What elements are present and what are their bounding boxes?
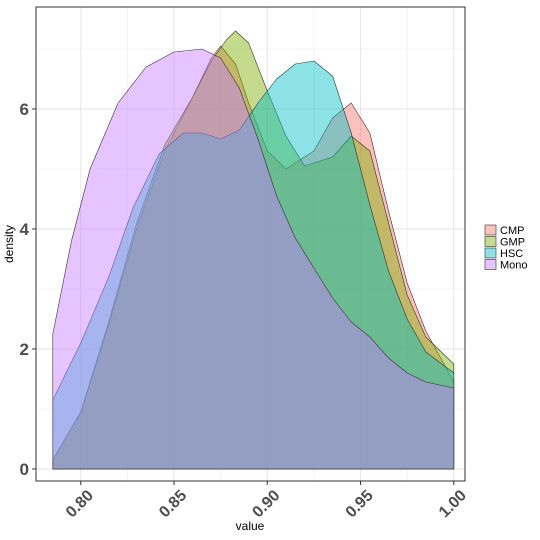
legend-key-bg xyxy=(485,225,496,235)
density-area-mono xyxy=(52,48,455,470)
plot-border xyxy=(35,6,466,482)
plot-panel xyxy=(36,7,465,481)
legend-key-cmp xyxy=(484,224,497,236)
legend-key-bg xyxy=(485,259,496,270)
legend-label-gmp: GMP xyxy=(500,237,525,249)
legend-key-mono xyxy=(484,259,497,270)
y-tick-label: 6 xyxy=(20,100,29,119)
legend-key-hsc xyxy=(484,247,497,259)
legend-label-cmp: CMP xyxy=(500,225,524,237)
x-axis-label: value xyxy=(236,519,265,533)
density-area-hsc xyxy=(52,60,455,470)
y-tick-label: 0 xyxy=(20,460,29,479)
density-areas xyxy=(52,30,455,470)
legend-label-mono: Mono xyxy=(500,260,528,272)
y-axis-label: density xyxy=(2,225,16,263)
legend-label-hsc: HSC xyxy=(500,248,523,260)
y-axis-ticks: 0 2 4 6 xyxy=(20,100,36,479)
legend-key-bg xyxy=(485,248,496,258)
legend-key-bg xyxy=(485,236,496,247)
y-tick-label: 2 xyxy=(20,340,29,359)
legend-key-gmp xyxy=(484,236,497,247)
y-tick-label: 4 xyxy=(20,220,30,239)
density-area-cmp xyxy=(52,45,455,470)
